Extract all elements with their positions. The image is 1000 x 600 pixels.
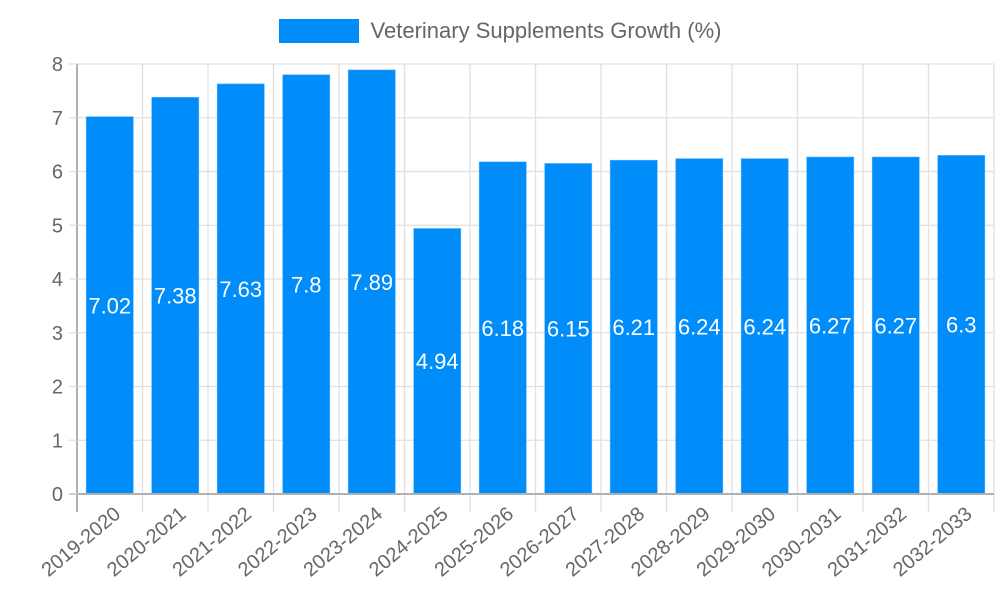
y-axis-ticks: 0 1 2 3 4 5 6 7 8	[52, 54, 77, 506]
bar-value-label: 6.21	[612, 315, 655, 340]
bar[interactable]	[740, 158, 789, 495]
y-tick-label: 4	[52, 269, 63, 291]
bar[interactable]	[609, 159, 658, 495]
bar[interactable]	[871, 156, 920, 495]
y-tick-label: 2	[52, 377, 63, 399]
bar-value-label: 6.27	[809, 313, 852, 338]
grid-lines	[77, 63, 995, 512]
x-axis-ticks: 2019-20202020-20212021-20222022-20232023…	[38, 503, 977, 581]
bar[interactable]	[282, 74, 331, 495]
bar[interactable]	[806, 156, 855, 495]
chart-legend[interactable]: Veterinary Supplements Growth (%)	[0, 18, 1000, 44]
bar-value-label: 6.18	[481, 316, 524, 341]
bar-value-label: 4.94	[416, 349, 459, 374]
bar[interactable]	[347, 69, 396, 495]
bar-value-label: 6.15	[547, 317, 590, 342]
y-tick-label: 7	[52, 108, 63, 130]
bar-value-label: 7.02	[88, 293, 131, 318]
axes	[69, 64, 994, 512]
bars: 7.02 7.38 7.63 7.8 7.89 4.94 6.18 6.15 6.21 6.24 6…	[85, 69, 986, 495]
bar[interactable]	[937, 155, 986, 495]
bar-value-label: 6.3	[946, 313, 977, 338]
bar-value-label: 6.24	[678, 314, 721, 339]
bar-value-label: 6.24	[743, 314, 786, 339]
bar[interactable]	[478, 161, 527, 495]
bar-value-label: 7.89	[350, 270, 393, 295]
bar-value-label: 6.27	[874, 313, 917, 338]
legend-label: Veterinary Supplements Growth (%)	[370, 18, 722, 43]
bar-value-label: 7.63	[219, 277, 262, 302]
bar[interactable]	[85, 116, 134, 495]
bar[interactable]	[675, 158, 724, 495]
y-tick-label: 3	[52, 323, 63, 345]
y-tick-label: 1	[52, 430, 63, 452]
legend-swatch	[278, 19, 359, 43]
bar-value-label: 7.8	[291, 272, 322, 297]
y-tick-label: 6	[52, 162, 63, 184]
y-tick-label: 5	[52, 215, 63, 237]
y-tick-label: 8	[52, 54, 63, 76]
y-tick-label: 0	[52, 484, 63, 506]
bar-value-label: 7.38	[154, 284, 197, 309]
bar[interactable]	[413, 228, 462, 495]
bar[interactable]	[151, 97, 200, 495]
